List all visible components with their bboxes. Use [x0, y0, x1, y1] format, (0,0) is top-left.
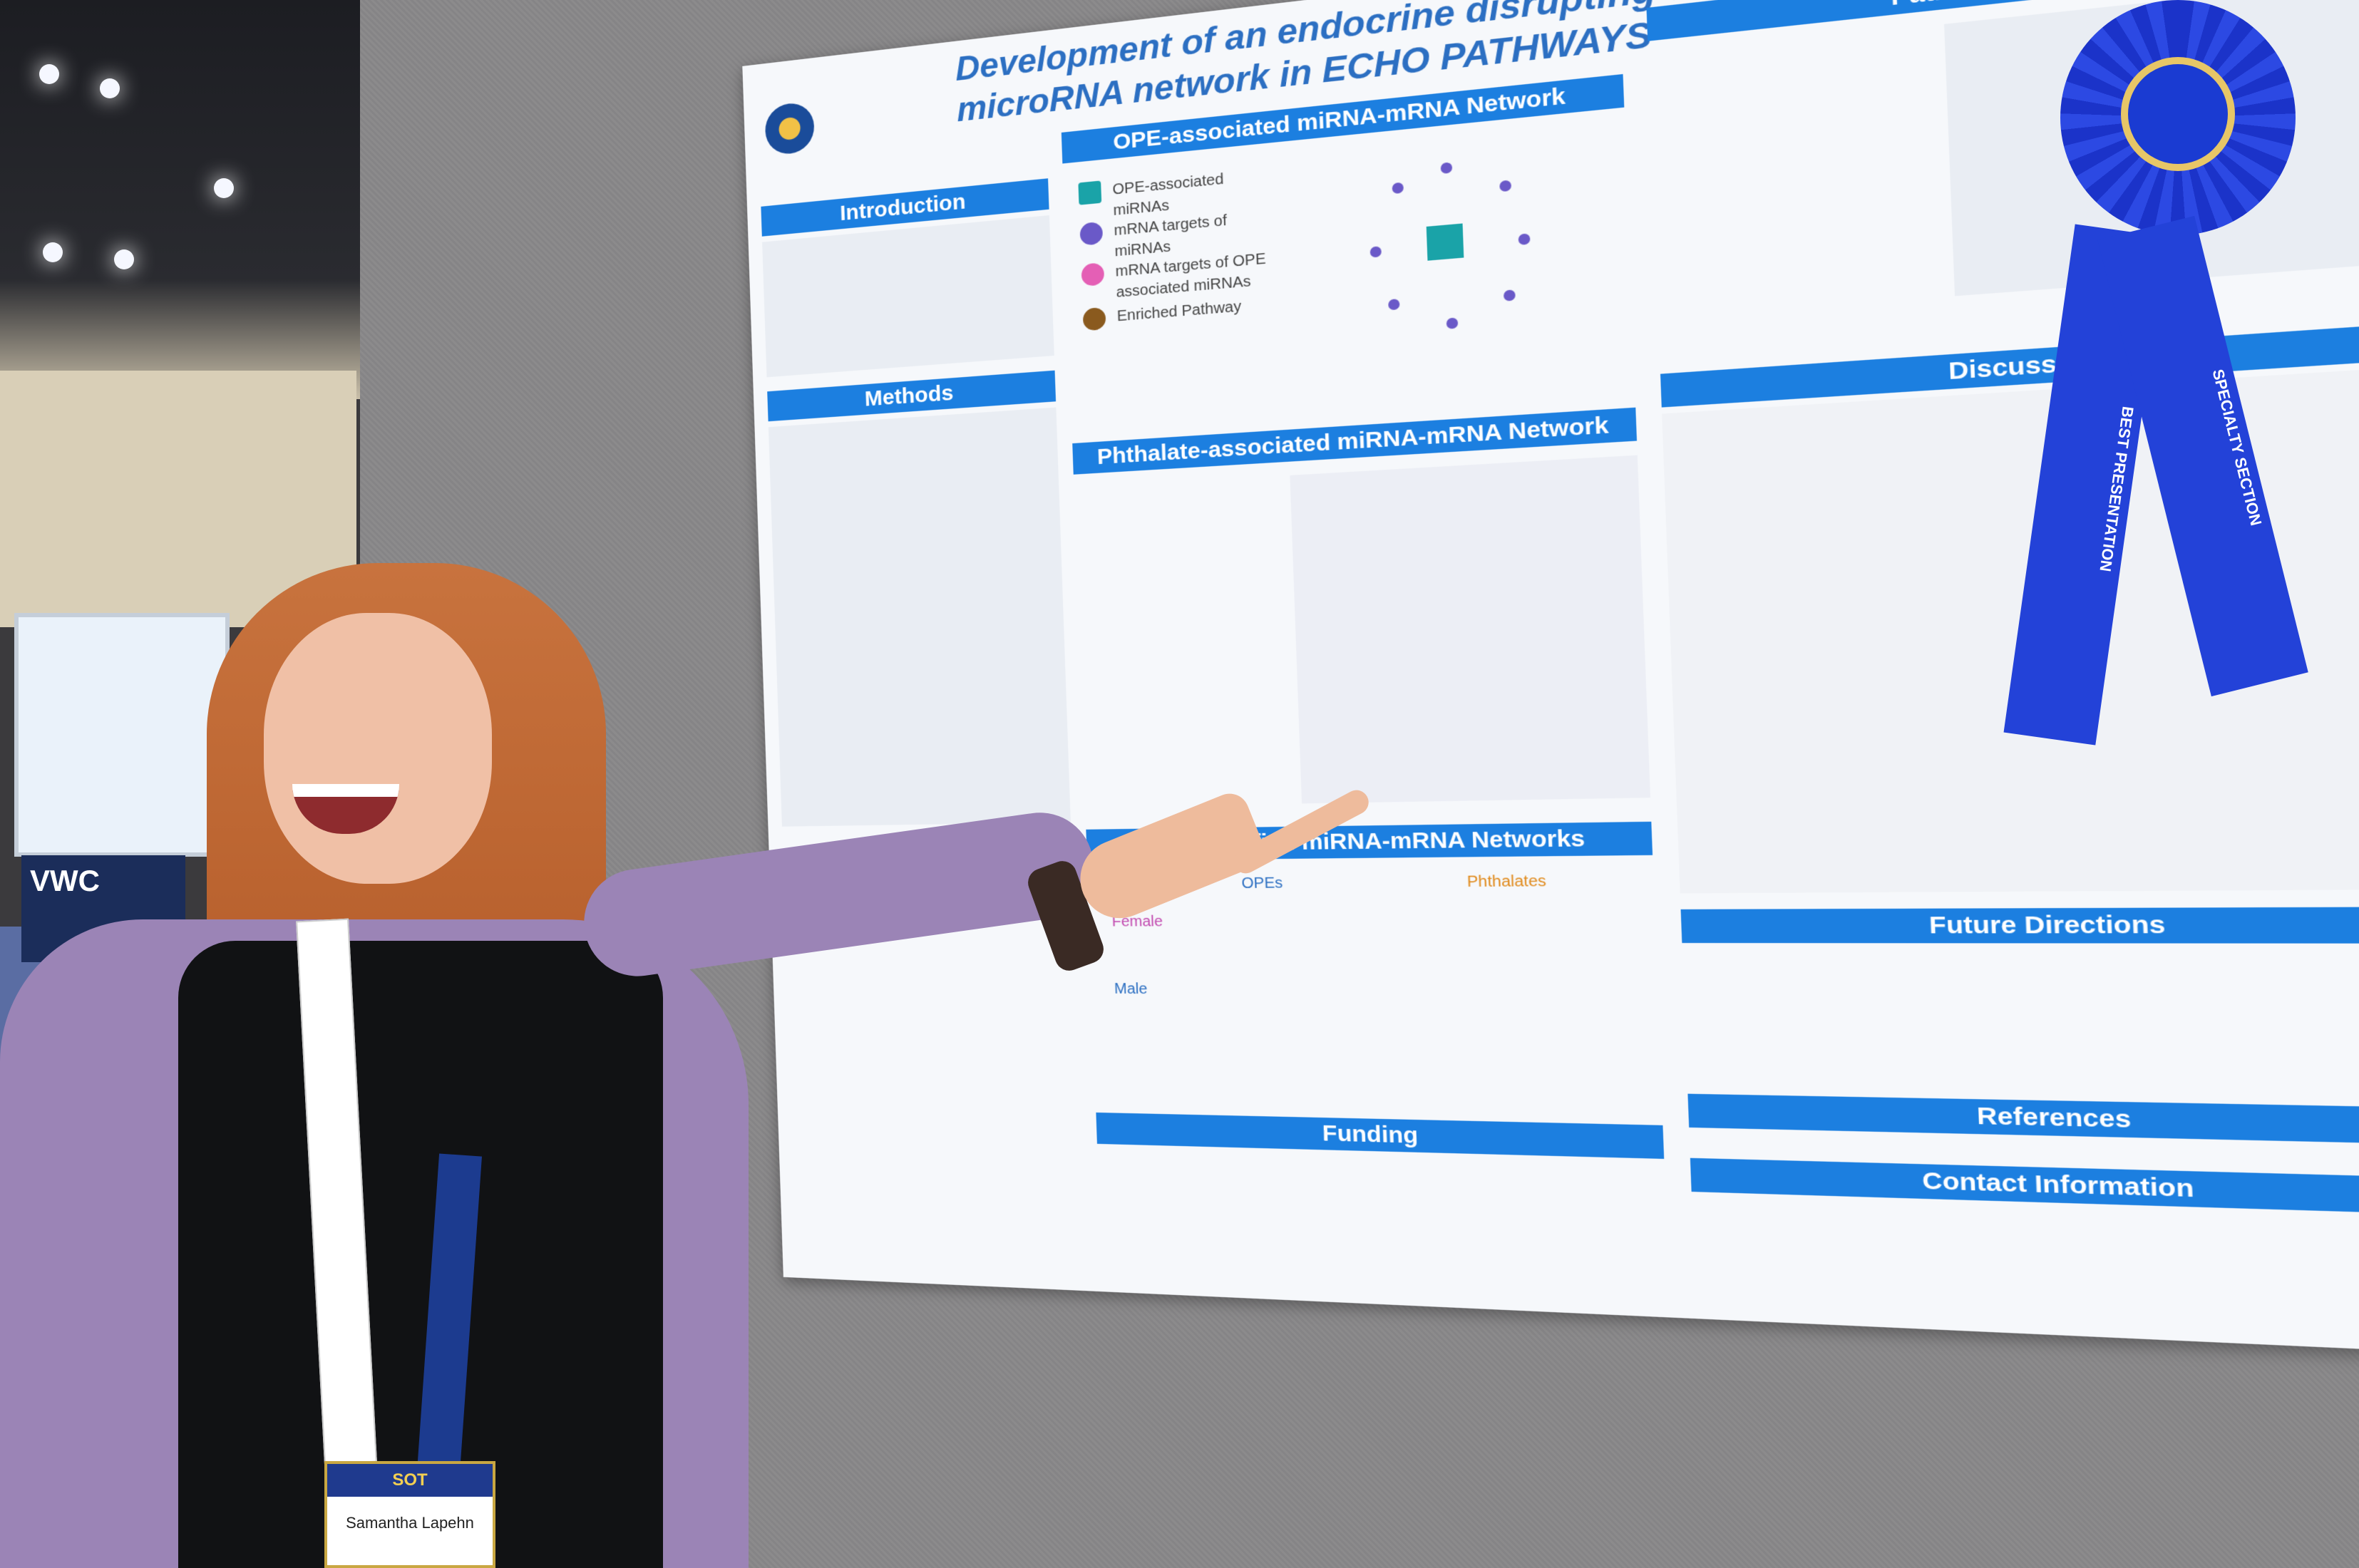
ceiling-light [39, 64, 59, 84]
person-face [264, 613, 492, 884]
ceiling [0, 0, 371, 399]
legend-swatch-brown [1083, 307, 1106, 331]
table-header-opes: OPEs [1241, 872, 1283, 894]
section-head-future: Future Directions [1681, 907, 2359, 944]
network-node [1446, 317, 1459, 329]
badge-name: Samantha Lapehn [327, 1514, 493, 1532]
network-node [1504, 289, 1516, 301]
exhibit-booth [14, 613, 230, 857]
badge-event: SOT [327, 1464, 493, 1497]
rosette-seal [2121, 57, 2235, 171]
ceiling-light [100, 78, 120, 98]
section-head-contact: Contact Information [1690, 1158, 2359, 1215]
network-node [1518, 233, 1531, 245]
table-row-male: Male [1114, 979, 1148, 1000]
table-header-phthalates: Phthalates [1466, 870, 1546, 893]
section-head-references: References [1687, 1094, 2359, 1145]
methods-diagram [769, 408, 1071, 827]
name-badge: SOT Samantha Lapehn [324, 1461, 495, 1568]
network-node [1392, 182, 1404, 195]
ceiling-light [114, 249, 134, 269]
phthalate-network-plot [1290, 455, 1650, 804]
network-node [1370, 246, 1382, 257]
network-node [1388, 299, 1400, 310]
university-logo [764, 101, 815, 156]
legend-swatch-pink [1081, 262, 1104, 287]
introduction-text [762, 215, 1054, 377]
legend-swatch-purple [1079, 222, 1103, 246]
ceiling-light [43, 242, 63, 262]
network-node [1441, 162, 1453, 174]
section-head-funding: Funding [1096, 1113, 1664, 1159]
network-node [1499, 180, 1511, 192]
legend-swatch-teal [1078, 180, 1101, 205]
ceiling-light [214, 178, 234, 198]
network-hub-node [1427, 223, 1464, 260]
